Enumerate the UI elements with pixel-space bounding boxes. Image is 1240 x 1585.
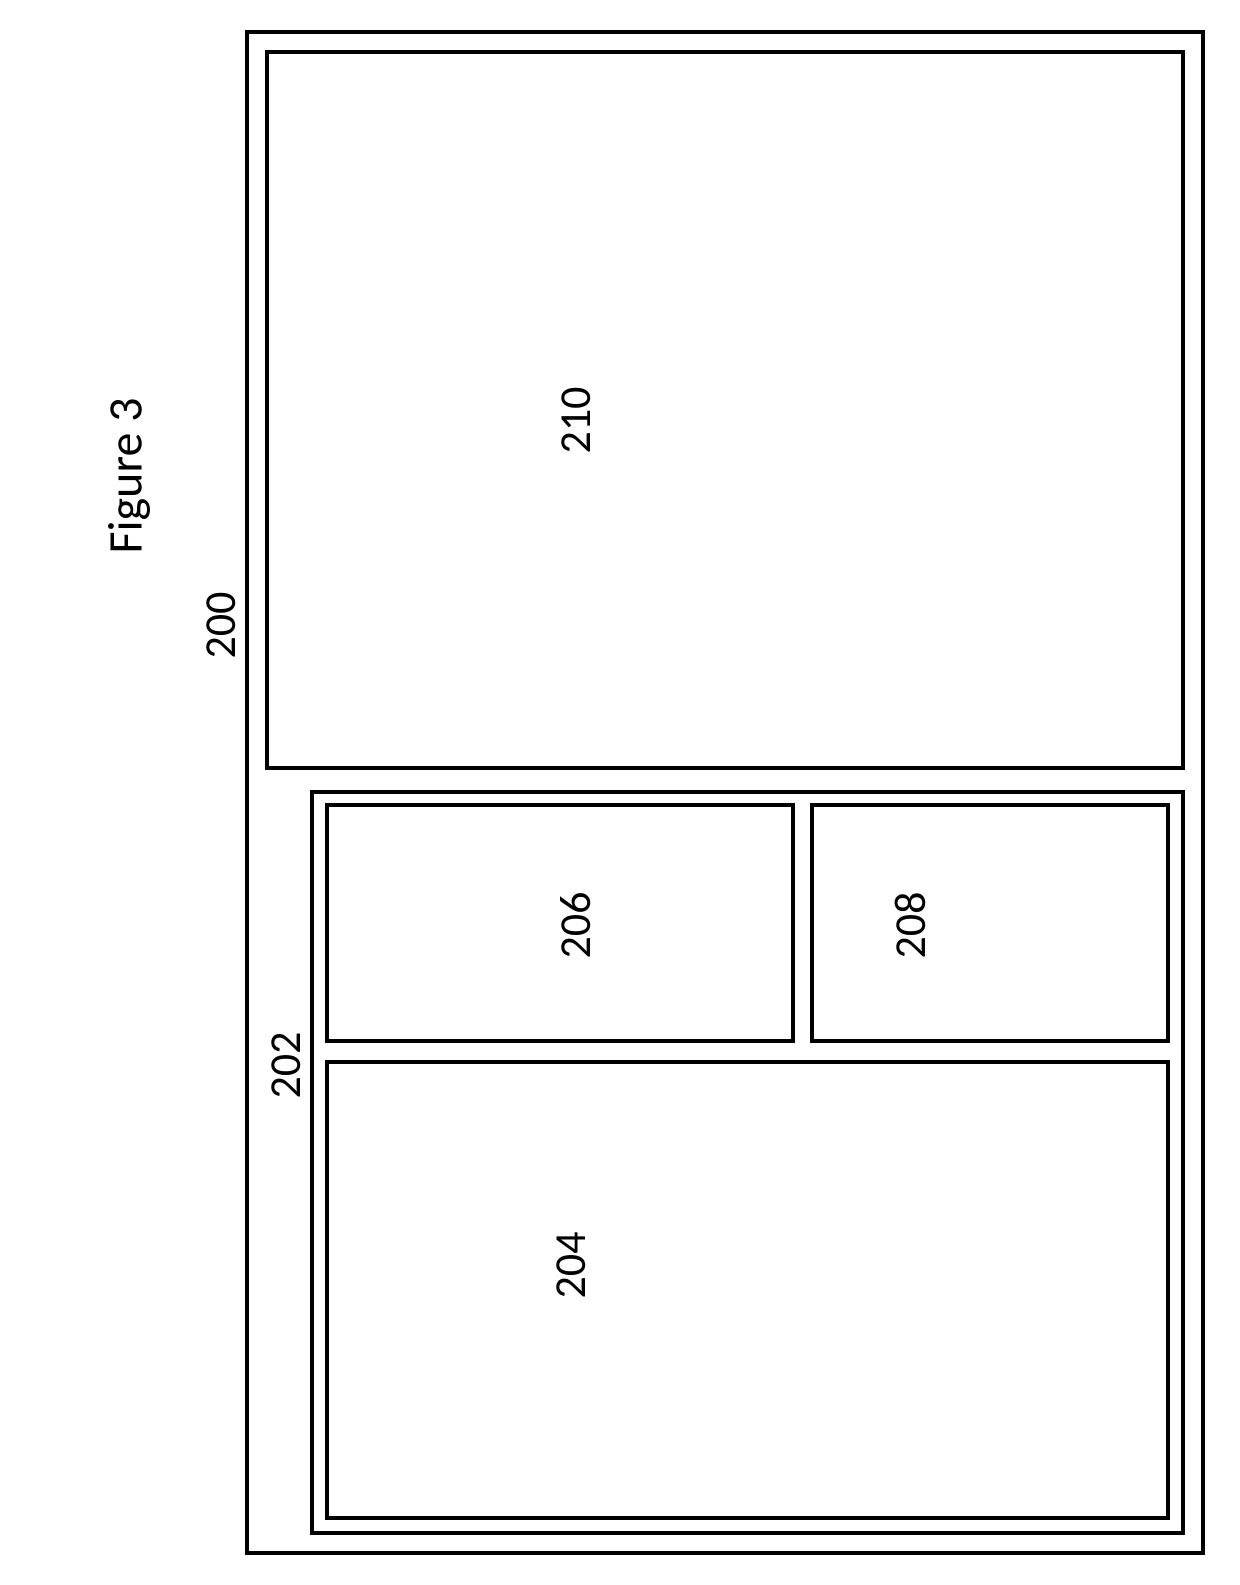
label-202: 202 — [258, 965, 312, 1165]
box-204 — [325, 1060, 1170, 1520]
label-206: 206 — [548, 825, 602, 1025]
label-204: 204 — [543, 1165, 597, 1365]
figure-stage: Figure 3 200 202 204 206 208 210 — [0, 0, 1240, 1585]
label-200: 200 — [193, 525, 247, 725]
box-208 — [810, 803, 1170, 1043]
figure-title: Figure 3 — [96, 376, 155, 576]
label-208: 208 — [883, 825, 937, 1025]
label-210: 210 — [548, 320, 602, 520]
box-210 — [265, 50, 1185, 770]
